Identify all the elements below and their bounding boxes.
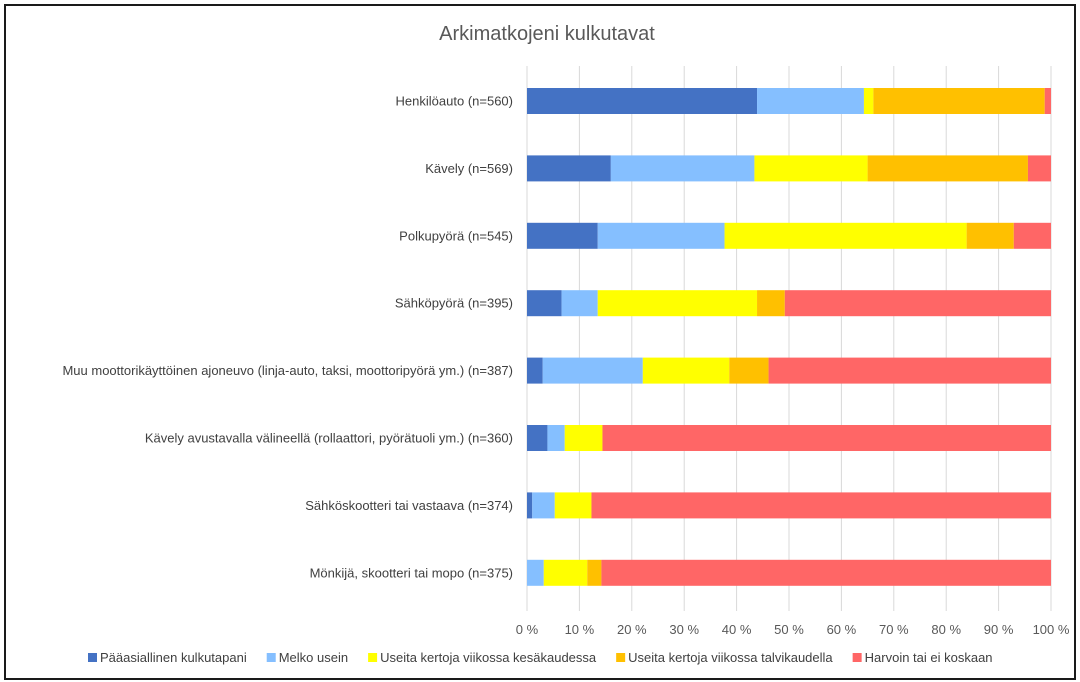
bar-segment [1044, 88, 1051, 114]
chart-frame: Arkimatkojeni kulkutavat Henkilöauto (n=… [4, 4, 1076, 680]
x-tick-label: 80 % [931, 622, 961, 637]
bar-segment [873, 88, 1045, 114]
legend-label: Melko usein [279, 650, 348, 665]
x-tick-label: 100 % [1033, 622, 1070, 637]
legend-label: Useita kertoja viikossa talvikaudella [628, 650, 833, 665]
category-label: Polkupyörä (n=545) [399, 228, 513, 243]
bar-segment [768, 357, 1051, 384]
category-label: Mönkijä, skootteri tai mopo (n=375) [310, 565, 513, 580]
legend-label: Harvoin tai ei koskaan [865, 650, 993, 665]
legend-label: Pääasiallinen kulkutapani [100, 650, 247, 665]
bar-segment [754, 155, 868, 182]
legend-swatch [266, 653, 276, 662]
bar-segment [601, 559, 1051, 586]
bar-segment [784, 290, 1051, 317]
chart-title: Arkimatkojeni kulkutavat [439, 23, 655, 45]
gridlines [526, 66, 1052, 611]
legend-swatch [88, 653, 97, 662]
bar-segment [597, 222, 725, 249]
category-labels: Henkilöauto (n=560) Kävely (n=569) Polkupy… [62, 94, 513, 581]
legend: Pääasiallinen kulkutapani Melko usein Usei… [88, 650, 993, 665]
bar-segment [966, 222, 1014, 249]
bar-segment [1027, 155, 1051, 182]
bar-segment [587, 559, 602, 586]
bar-segment [602, 425, 1051, 451]
x-tick-label: 60 % [827, 622, 857, 637]
bar-segment [527, 155, 611, 182]
bar-segment [561, 290, 598, 317]
bar-segment [757, 88, 864, 114]
x-tick-label: 50 % [774, 622, 804, 637]
bar-segment [527, 88, 758, 114]
x-tick-label: 30 % [669, 622, 699, 637]
bar-segment [642, 357, 730, 384]
bar-segment [554, 492, 592, 519]
bar-segment [542, 357, 643, 384]
category-label: Kävely avustavalla välineellä (rollaatto… [145, 431, 513, 446]
bar-segment [729, 357, 769, 384]
x-tick-label: 90 % [984, 622, 1014, 637]
bar-segment [757, 290, 785, 317]
legend-label: Useita kertoja viikossa kesäkaudessa [380, 650, 597, 665]
bar-segment [527, 492, 533, 519]
bar-segment [527, 290, 562, 317]
category-label: Sähköpyörä (n=395) [395, 296, 513, 311]
bar-segment [863, 88, 874, 114]
bar-segment [564, 425, 603, 451]
chart-svg: Arkimatkojeni kulkutavat Henkilöauto (n=… [62, 23, 1070, 665]
category-label: Kävely (n=569) [425, 161, 513, 176]
bar-segment [597, 290, 758, 317]
x-tick-label: 70 % [879, 622, 909, 637]
bar-segment [527, 222, 598, 249]
bar-segment [527, 559, 544, 586]
bar-segment [547, 425, 565, 451]
x-tick-label: 20 % [617, 622, 647, 637]
x-tick-label: 40 % [722, 622, 752, 637]
legend-swatch [368, 653, 378, 662]
bar-segment [724, 222, 967, 249]
category-label: Muu moottorikäyttöinen ajoneuvo (linja-a… [62, 363, 513, 378]
x-tick-label: 0 % [516, 622, 539, 637]
bar-segment [591, 492, 1051, 519]
bar-segment [867, 155, 1028, 182]
bars [527, 88, 1051, 586]
bar-segment [527, 357, 543, 384]
category-label: Henkilöauto (n=560) [396, 94, 513, 109]
category-label: Sähköskootteri tai vastaava (n=374) [305, 498, 513, 513]
bar-segment [543, 559, 588, 586]
bar-segment [527, 425, 548, 451]
x-tick-labels: 0 % 10 % 20 % 30 % 40 % 50 % 60 % 70 % 80 % 90 % 1… [516, 622, 1070, 637]
legend-swatch [616, 653, 626, 662]
bar-segment [532, 492, 555, 519]
legend-swatch [852, 653, 862, 662]
bar-segment [610, 155, 755, 182]
x-tick-label: 10 % [565, 622, 595, 637]
bar-segment [1013, 222, 1051, 249]
